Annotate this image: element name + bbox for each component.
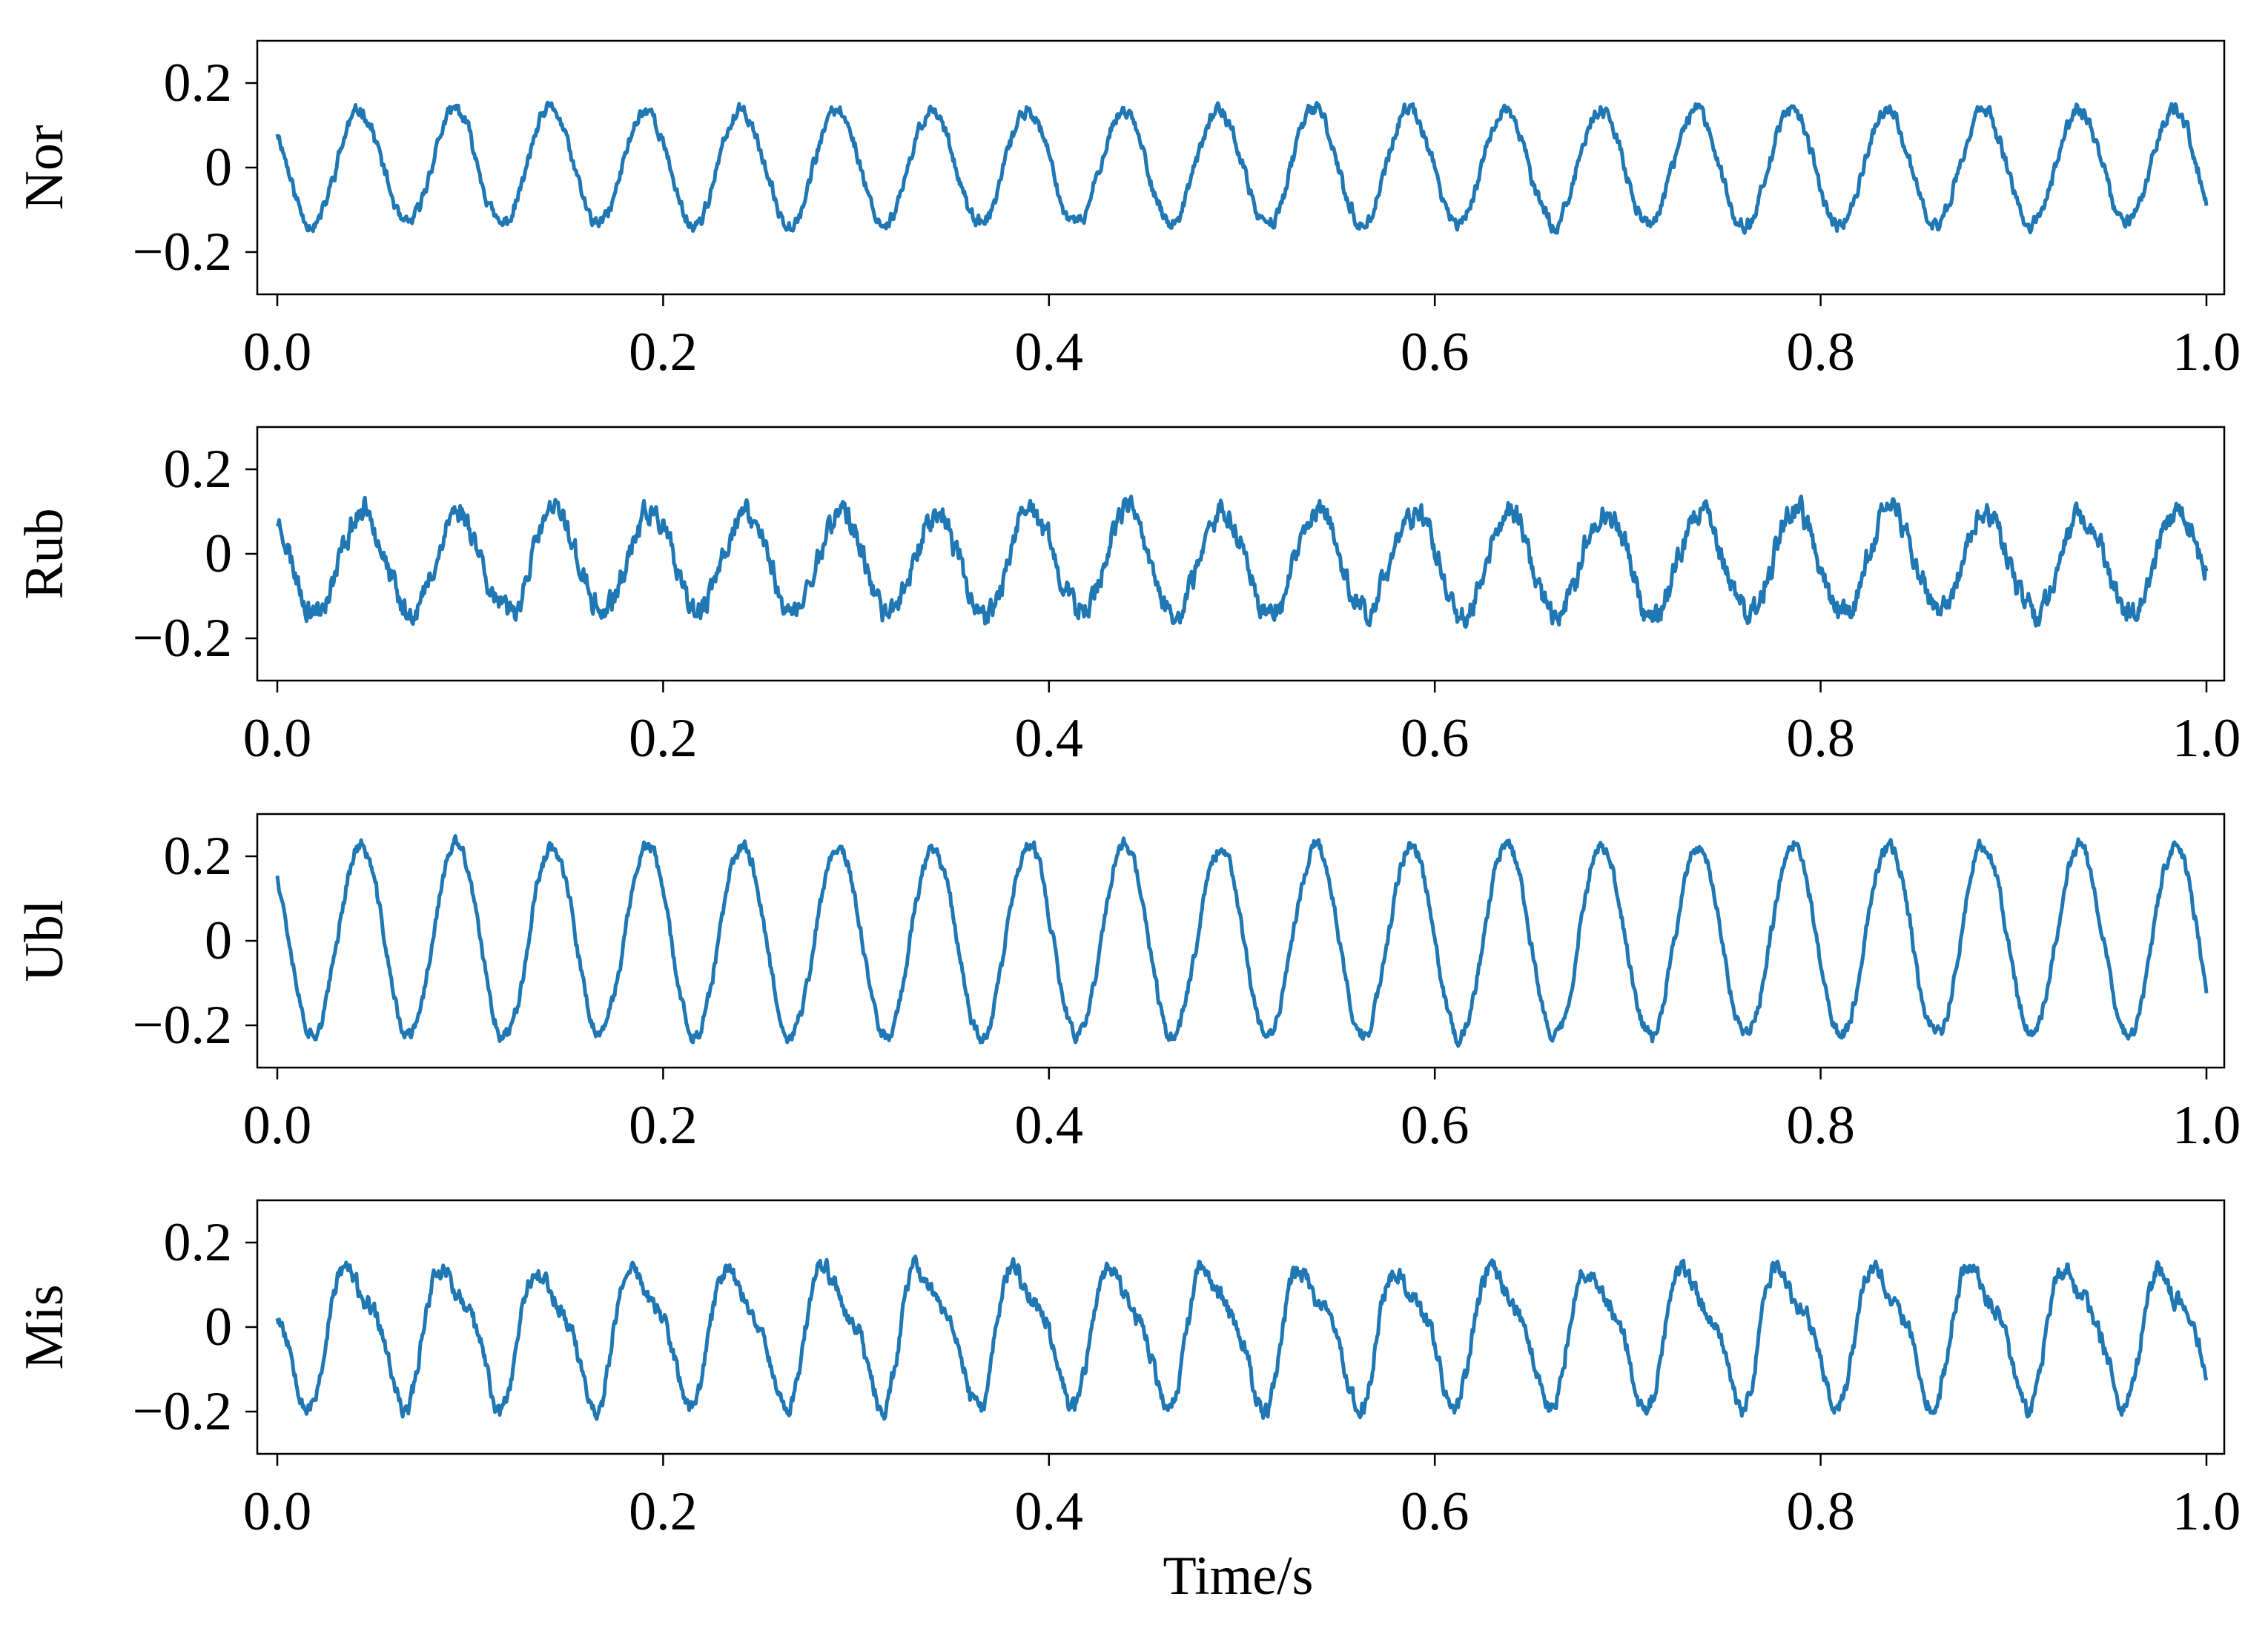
x-tick-label: 1.0 [2172, 1481, 2241, 1542]
x-tick-label: 1.0 [2172, 1095, 2241, 1156]
axes-frame [256, 813, 2226, 1069]
y-axis-label: Nor [14, 125, 75, 210]
x-tick-label: 0.4 [1015, 1481, 1084, 1542]
x-tick-label: 0.2 [629, 1481, 698, 1542]
x-tick-label: 0.2 [629, 1095, 698, 1156]
subplot-panels: −0.200.20.0 0.2 0.4 0.6 0.8 1.0Nor−0.200.20.0… [14, 39, 2241, 1542]
axes-frame [256, 39, 2226, 296]
y-tick-label: 0 [205, 523, 232, 584]
x-tick-label: 0.0 [243, 322, 312, 383]
y-tick-label: 0.2 [164, 439, 233, 500]
x-tick-label: 0.4 [1015, 708, 1084, 769]
axes-frame [256, 426, 2226, 682]
subplot-rub: −0.2 0 0.2 0.0 0.2 0.4 0.6 0.8 1.0 Rub [14, 426, 2241, 769]
x-tick-label: 1.0 [2172, 708, 2241, 769]
subplot-ubl: −0.2 0 0.2 0.0 0.2 0.4 0.6 0.8 1.0 Ubl [14, 813, 2241, 1156]
y-tick-label: 0 [205, 1297, 232, 1357]
x-tick-label: 0.4 [1015, 322, 1084, 383]
y-tick-label: −0.2 [133, 608, 232, 669]
x-tick-label: 0.8 [1786, 322, 1855, 383]
subplot-mis: −0.2 0 0.2 0.0 0.2 0.4 0.6 0.8 1.0 Mis [14, 1199, 2241, 1542]
x-tick-label: 0.6 [1401, 1095, 1469, 1156]
x-tick-label: 0.2 [629, 708, 698, 769]
axes-frame [256, 1199, 2226, 1455]
y-tick-label: 0 [205, 137, 232, 198]
y-tick-label: −0.2 [133, 222, 232, 282]
series-line-rub [275, 494, 2209, 629]
x-tick-label: 0.8 [1786, 1095, 1855, 1156]
x-tick-label: 0.0 [243, 1481, 312, 1542]
x-tick-label: 0.0 [243, 1095, 312, 1156]
x-tick-label: 0.8 [1786, 708, 1855, 769]
y-axis-label: Mis [14, 1284, 75, 1369]
x-tick-label: 0.4 [1015, 1095, 1084, 1156]
x-tick-label: 0.0 [243, 708, 312, 769]
x-tick-label: 0.6 [1401, 322, 1469, 383]
y-tick-label: 0.2 [164, 826, 233, 887]
subplot-nor: −0.2 0 0.2 0.0 0.2 0.4 0.6 0.8 1.0 Nor [14, 39, 2241, 383]
y-tick-label: 0.2 [164, 1212, 233, 1273]
y-axis-label: Ubl [14, 900, 75, 982]
x-axis-label: Time/s [1163, 1546, 1314, 1607]
x-tick-label: 0.8 [1786, 1481, 1855, 1542]
x-tick-label: 0.6 [1401, 1481, 1469, 1542]
series-line-nor [275, 100, 2209, 235]
y-tick-label: 0 [205, 910, 232, 971]
series-line-mis [275, 1254, 2209, 1421]
y-tick-label: 0.2 [164, 53, 233, 113]
y-tick-label: −0.2 [133, 1381, 232, 1442]
series-line-ubl [275, 834, 2209, 1048]
y-axis-label: Rub [14, 508, 75, 599]
x-tick-label: 1.0 [2172, 322, 2241, 383]
x-tick-label: 0.2 [629, 322, 698, 383]
x-tick-label: 0.6 [1401, 708, 1469, 769]
y-tick-label: −0.2 [133, 995, 232, 1056]
